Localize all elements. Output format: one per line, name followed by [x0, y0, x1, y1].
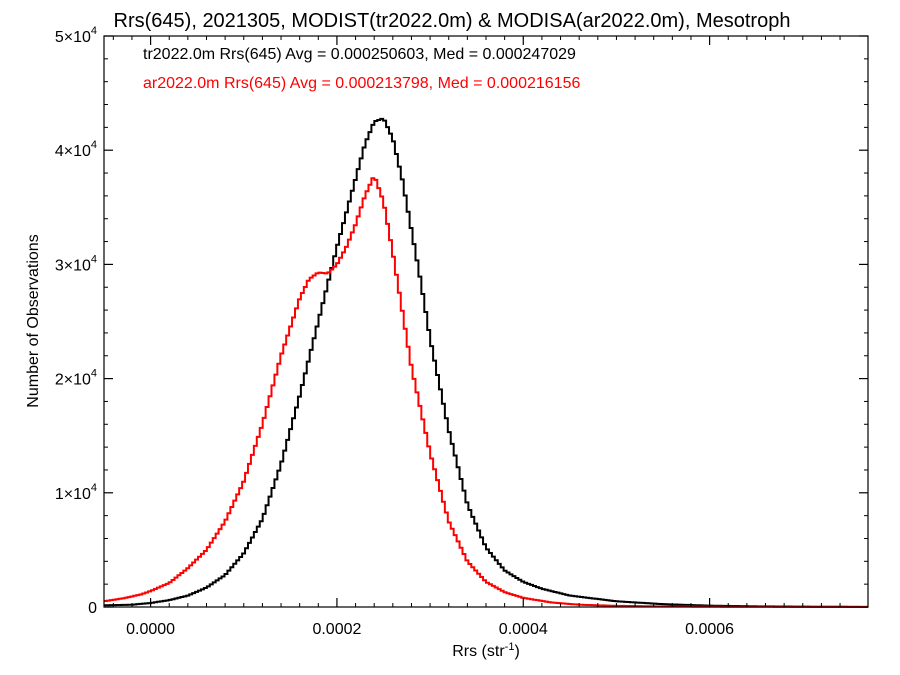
y-axis: 0 1×104 2×104 3×104 4×104 5×104 [55, 25, 868, 617]
legend: tr2022.0m Rrs(645) Avg = 0.000250603, Me… [143, 46, 580, 92]
y-tick-label: 1×104 [55, 482, 97, 503]
y-tick-label: 0 [88, 600, 97, 617]
x-tick-label: 0.0002 [312, 621, 361, 638]
x-axis-label: Rrs (str-1) [452, 641, 520, 660]
x-axis-label-main: Rrs (str [452, 643, 505, 660]
x-axis-label-tail: ) [514, 643, 519, 660]
y-tick-label: 4×104 [55, 139, 97, 160]
x-tick-label: 0.0000 [126, 621, 175, 638]
x-tick-label: 0.0004 [499, 621, 548, 638]
legend-entry-2: ar2022.0m Rrs(645) Avg = 0.000213798, Me… [143, 75, 580, 92]
legend-entry-1: tr2022.0m Rrs(645) Avg = 0.000250603, Me… [143, 46, 576, 63]
y-axis-label: Number of Observations [25, 234, 42, 407]
y-tick-label: 3×104 [55, 253, 97, 274]
y-tick-label: 5×104 [55, 25, 97, 46]
x-axis-label-superscript: -1 [505, 641, 515, 653]
x-tick-label: 0.0006 [685, 621, 734, 638]
x-axis: 0.0000 0.0002 0.0004 0.0006 [112, 36, 841, 638]
y-tick-label: 2×104 [55, 368, 97, 389]
chart-title: Rrs(645), 2021305, MODIST(tr2022.0m) & M… [114, 10, 791, 32]
